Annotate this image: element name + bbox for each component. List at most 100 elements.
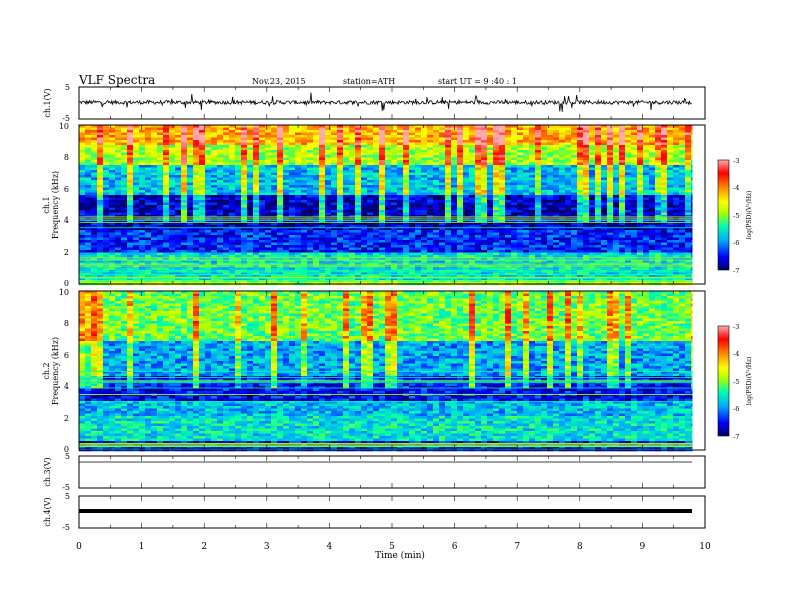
spectrogram-cell <box>265 135 272 138</box>
spectrogram-cell <box>481 210 488 213</box>
spectrogram-cell <box>157 162 164 166</box>
spectrogram-cell <box>223 145 230 148</box>
spectrogram-cell <box>529 167 536 171</box>
spectrogram-cell <box>469 142 476 146</box>
spectrogram-cell <box>295 170 302 173</box>
spectrogram-cell <box>259 242 266 246</box>
spectrogram-cell <box>439 205 446 208</box>
spectrogram-cell <box>199 257 206 261</box>
spectrogram-cell <box>247 172 254 176</box>
spectrogram-cell <box>151 125 158 128</box>
spectrogram-cell <box>247 157 254 161</box>
spectrogram-cell <box>355 195 362 198</box>
spectrogram-cell <box>511 150 518 153</box>
spectrogram-cell <box>265 187 272 191</box>
spectrogram-cell <box>487 170 494 173</box>
spectrogram-cell <box>235 207 242 211</box>
spectrogram-cell <box>403 215 410 218</box>
spectrogram-cell <box>97 167 104 171</box>
spectrogram-cell <box>199 195 206 198</box>
spectrogram-cell <box>133 172 140 176</box>
spectrogram-cell <box>409 187 416 191</box>
spectrogram-cell <box>409 220 416 223</box>
spectrogram-cell <box>193 142 200 146</box>
spectrogram-cell <box>331 145 338 148</box>
spectrogram-cell <box>277 132 284 136</box>
spectrogram-cell <box>307 207 314 211</box>
spectrogram-cell <box>349 220 356 223</box>
spectrogram-cell <box>403 260 410 263</box>
spectrogram-cell <box>481 197 488 201</box>
spectrogram-cell <box>115 232 122 236</box>
spectrogram-cell <box>451 257 458 261</box>
spectrogram-cell <box>427 205 434 208</box>
spectrogram-cell <box>319 140 326 143</box>
spectrogram-cell <box>445 135 452 138</box>
spectrogram-cell <box>439 150 446 153</box>
spectrogram-cell <box>181 205 188 208</box>
spectrogram-cell <box>79 190 86 193</box>
spectrogram-cell <box>169 225 176 228</box>
spectrogram-cell <box>451 145 458 148</box>
spectrogram-cell <box>397 205 404 208</box>
spectrogram-cell <box>211 150 218 153</box>
spectrogram-cell <box>301 160 308 163</box>
spectrogram-cell <box>127 227 134 231</box>
spectrogram-cell <box>313 250 320 253</box>
spectrogram-cell <box>277 127 284 131</box>
spectrogram-cell <box>361 135 368 138</box>
spectrogram-cell <box>205 242 212 246</box>
spectrogram-cell <box>247 147 254 151</box>
spectrogram-cell <box>241 175 248 178</box>
spectrogram-cell <box>247 137 254 141</box>
spectrogram-cell <box>217 232 224 236</box>
spectrogram-cell <box>283 157 290 161</box>
spectrogram-cell <box>403 127 410 131</box>
spectrogram-cell <box>181 242 188 246</box>
spectrogram-cell <box>121 272 128 276</box>
spectrogram-cell <box>163 255 170 258</box>
spectrogram-cell <box>421 245 428 248</box>
spectrogram-cell <box>175 162 182 166</box>
spectrogram-cell <box>379 230 386 233</box>
spectrogram-cell <box>193 220 200 223</box>
spectrogram-cell <box>433 207 440 211</box>
spectrogram-cell <box>115 127 122 131</box>
spectrogram-cell <box>229 245 236 248</box>
spectrogram-cell <box>355 142 362 146</box>
spectrogram-cell <box>415 135 422 138</box>
spectrogram-cell <box>289 175 296 178</box>
spectrogram-cell <box>265 142 272 146</box>
spectrogram-cell <box>385 220 392 223</box>
spectrogram-cell <box>391 222 398 226</box>
spectrogram-cell <box>397 247 404 251</box>
spectrogram-cell <box>457 207 464 211</box>
spectrogram-cell <box>139 150 146 153</box>
spectrogram-cell <box>457 225 464 228</box>
spectrogram-cell <box>235 132 242 136</box>
spectrogram-cell <box>79 135 86 138</box>
spectrogram-cell <box>169 160 176 163</box>
spectrogram-cell <box>535 212 542 216</box>
spectrogram-cell <box>403 205 410 208</box>
spectrogram-cell <box>523 167 530 171</box>
spectrogram-cell <box>193 227 200 231</box>
spectrogram-cell <box>145 157 152 161</box>
spectrogram-cell <box>313 175 320 178</box>
spectrogram-cell <box>217 205 224 208</box>
spectrogram-cell <box>193 225 200 228</box>
spectrogram-cell <box>241 147 248 151</box>
spectrogram-cell <box>451 125 458 128</box>
spectrogram-cell <box>505 210 512 213</box>
spectrogram-cell <box>385 235 392 238</box>
spectrogram-cell <box>115 172 122 176</box>
spectrogram-cell <box>499 200 506 203</box>
spectrogram-cell <box>97 252 104 256</box>
spectrogram-cell <box>331 237 338 241</box>
spectrogram-cell <box>541 140 548 143</box>
spectrogram-cell <box>337 177 344 181</box>
spectrogram-cell <box>301 152 308 156</box>
spectrogram-cell <box>457 150 464 153</box>
spectrogram-cell <box>307 175 314 178</box>
spectrogram-cell <box>421 207 428 211</box>
